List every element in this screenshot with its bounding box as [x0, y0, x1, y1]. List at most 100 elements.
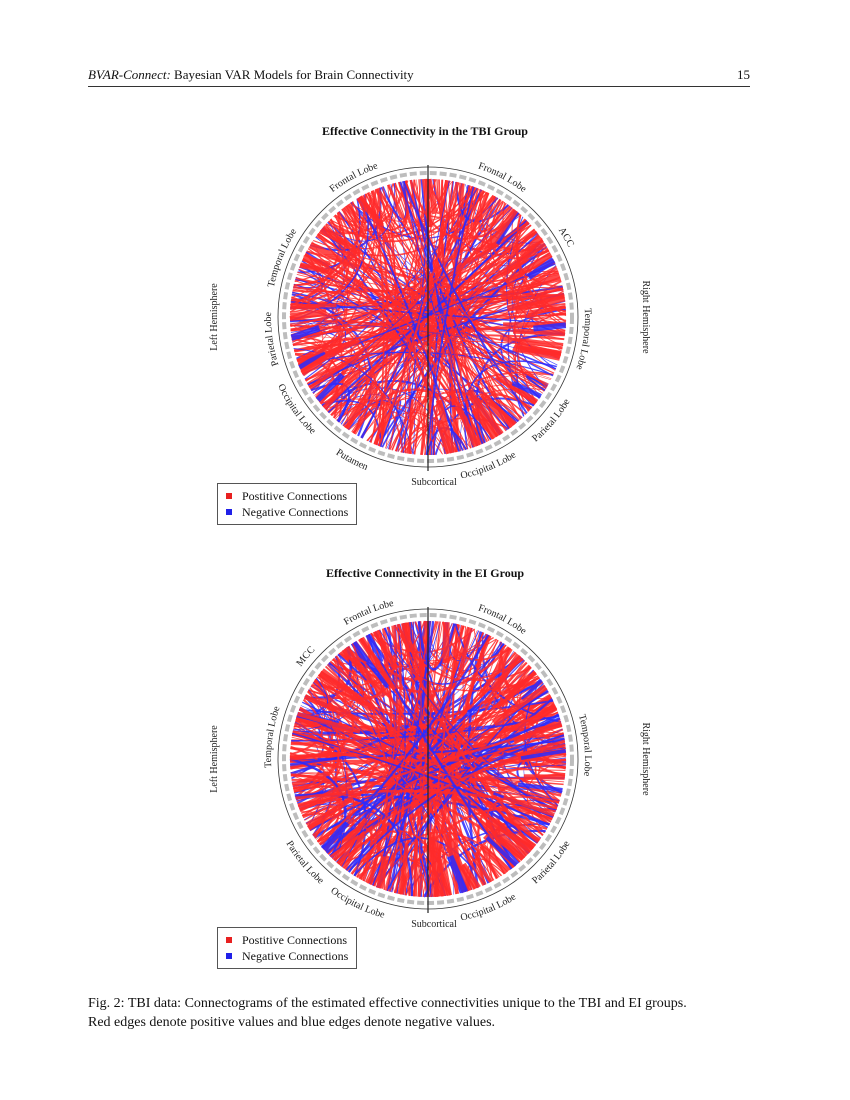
negative-edge [525, 375, 548, 392]
positive-edge [459, 864, 479, 890]
positive-edge [289, 308, 327, 316]
positive-edge [527, 703, 558, 726]
positive-edge [471, 407, 499, 440]
positive-edge [513, 328, 566, 336]
positive-edge [318, 808, 358, 845]
positive-edge [513, 345, 561, 361]
positive-edge [479, 208, 519, 260]
positive-edge [376, 856, 390, 889]
negative-edge [383, 627, 505, 685]
positive-edge [413, 179, 512, 428]
hemisphere-label-left: Left Hemisphere [209, 283, 220, 351]
segment-label-left: Frontal Lobe [342, 598, 395, 628]
segment-label-left: MCC [294, 644, 317, 669]
positive-edge [457, 627, 473, 675]
negative-edge [432, 405, 492, 455]
negative-edge [358, 197, 460, 452]
negative-edge [352, 640, 390, 689]
positive-edge [336, 402, 443, 455]
positive-edge [291, 770, 330, 788]
positive-edge [302, 255, 331, 268]
negative-edge [294, 721, 367, 877]
positive-edge [293, 212, 346, 286]
positive-edge [414, 621, 532, 682]
negative-edge [337, 653, 368, 681]
positive-edge [442, 622, 450, 664]
hemisphere-label-right: Right Hemisphere [640, 722, 651, 796]
positive-edge [436, 856, 452, 896]
positive-edge [291, 334, 551, 381]
positive-edge [309, 242, 357, 270]
positive-edge [297, 781, 353, 812]
legend-tbi: Postitive Connections Negative Connectio… [217, 483, 357, 525]
positive-edge [312, 809, 344, 838]
positive-edge [504, 251, 553, 285]
positive-edge [289, 310, 327, 321]
negative-edge [292, 732, 550, 826]
positive-edge [372, 629, 399, 671]
positive-edge [384, 830, 403, 891]
positive-edge [373, 389, 395, 445]
positive-edge [493, 662, 543, 707]
positive-edge [399, 844, 409, 895]
negative-edge [425, 186, 475, 456]
positive-edge [372, 632, 489, 662]
positive-edge [491, 239, 545, 280]
negative-edge [517, 782, 563, 793]
legend-item-positive: Postitive Connections [226, 933, 347, 947]
caption-line-2: Red edges denote positive values and blu… [88, 1015, 496, 1030]
positive-edge [306, 795, 355, 831]
positive-edge [293, 727, 342, 803]
running-head: BVAR-Connect: Bayesian VAR Models for Br… [88, 64, 750, 87]
chart-title-ei: Effective Connectivity in the EI Group [325, 566, 525, 580]
positive-edge [486, 815, 534, 854]
positive-edge [495, 838, 524, 861]
negative-swatch-icon [226, 509, 232, 515]
running-title-italic: BVAR-Connect: [88, 67, 171, 82]
positive-edge [318, 670, 355, 696]
positive-edge [299, 264, 565, 300]
positive-edge [386, 626, 544, 837]
chart-title-tbi: Effective Connectivity in the TBI Group [322, 124, 528, 138]
positive-edge [450, 183, 464, 453]
positive-edge [289, 214, 350, 318]
positive-edge [485, 796, 560, 875]
positive-edge [449, 391, 476, 448]
positive-edge [328, 186, 476, 243]
positive-edge [501, 242, 547, 277]
negative-edge [298, 349, 326, 370]
negative-swatch-icon [226, 953, 232, 959]
negative-edge [520, 748, 567, 760]
positive-edge [356, 195, 384, 228]
negative-edge [485, 836, 518, 867]
negative-edge [446, 854, 469, 894]
positive-edge [450, 182, 459, 232]
positive-edge [330, 660, 562, 795]
positive-edge [352, 384, 381, 434]
hemisphere-label-right: Right Hemisphere [640, 280, 651, 354]
positive-edge [444, 832, 473, 892]
segment-label-left: Parietal Lobe [263, 311, 281, 367]
positive-edge [329, 661, 539, 844]
positive-edge [417, 621, 422, 897]
negative-edge [388, 620, 435, 892]
positive-edge [352, 230, 538, 434]
positive-edge [477, 647, 513, 698]
hemisphere-label-left: Left Hemisphere [209, 725, 220, 793]
positive-edge [374, 180, 409, 229]
positive-edge [308, 350, 364, 390]
positive-edge [494, 374, 538, 405]
positive-edge [449, 386, 479, 447]
positive-edge [290, 303, 337, 309]
positive-edge [320, 225, 363, 257]
positive-edge [387, 184, 406, 222]
negative-edge [308, 689, 348, 862]
positive-edge [342, 833, 366, 870]
positive-edge [304, 254, 549, 387]
positive-edge [413, 839, 419, 897]
positive-edge [502, 795, 555, 817]
positive-edge [342, 646, 388, 699]
positive-edge [323, 180, 447, 409]
